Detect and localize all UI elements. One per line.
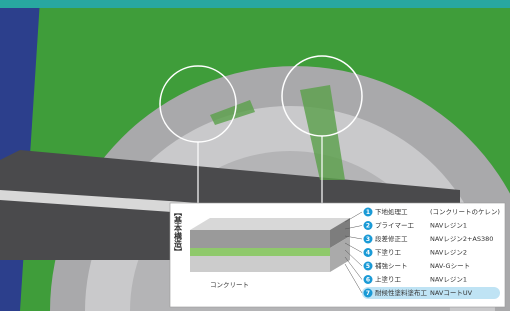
top-banner — [0, 0, 510, 8]
layer-name: 補強シート — [375, 261, 408, 270]
layer-material: NAVレジン1 — [430, 276, 467, 284]
layer-name: プライマー工 — [375, 222, 415, 230]
layer-top — [190, 218, 350, 230]
layer-number: 3 — [366, 236, 370, 243]
layer-material: (コンクリートのケレン) — [430, 208, 500, 216]
layer-number: 5 — [366, 263, 370, 270]
layer-name: 下塗り工 — [375, 248, 402, 257]
layer-number: 4 — [366, 250, 370, 257]
layer-number: 2 — [366, 223, 370, 230]
layer-concrete — [190, 256, 330, 272]
layer-sheet — [190, 248, 330, 256]
layer-coating — [190, 230, 330, 248]
layer-material: NAVレジン2+AS380 — [430, 235, 493, 243]
layer-material: NAVレジン2 — [430, 249, 467, 257]
layer-name: 段差修正工 — [375, 234, 408, 243]
layer-name: 上塗り工 — [375, 275, 402, 284]
layer-name: 下地処理工 — [375, 207, 408, 216]
layer-material: NAV-Gシート — [430, 262, 470, 270]
layer-number: 6 — [366, 277, 370, 284]
layer-number: 7 — [366, 290, 370, 297]
layer-material: NAVレジン1 — [430, 222, 467, 230]
structure-label: 【基本構造】 — [173, 208, 183, 256]
tunnel-illustration: 【基本構造】 コンクリート 1 下地処理工 (コンクリートのケレン) 2 プライマー工 N… — [0, 0, 510, 311]
layer-number: 1 — [366, 209, 370, 216]
layer-name: 耐候性塗料塗布工 — [375, 288, 428, 297]
base-label: コンクリート — [210, 281, 249, 289]
layer-material: NAVコートUV — [430, 289, 473, 297]
